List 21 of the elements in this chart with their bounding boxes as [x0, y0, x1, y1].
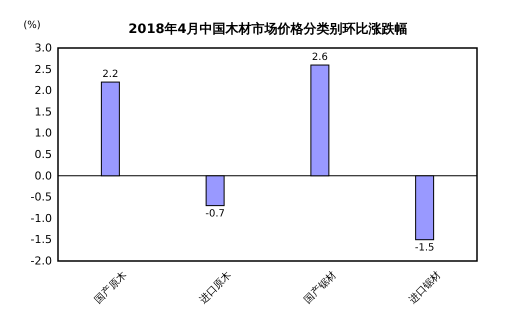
x-tick-label: 进口锯材	[406, 269, 444, 306]
y-tick-label: 2.5	[34, 62, 52, 76]
y-tick-label: -1.5	[30, 233, 52, 246]
y-tick-label: -2.0	[30, 254, 52, 268]
y-tick-label: -0.5	[30, 190, 52, 204]
y-tick-label: -1.0	[30, 212, 52, 225]
y-tick-label: 1.5	[34, 105, 52, 118]
x-tick-label: 国产锯材	[302, 269, 339, 306]
y-tick-label: 0.0	[34, 169, 52, 182]
data-label: 2.2	[102, 69, 118, 80]
y-tick-label: 1.0	[34, 126, 52, 140]
data-label: -1.5	[414, 242, 434, 254]
y-tick-label: 3.0	[34, 42, 52, 55]
y-tick-label: 2.0	[34, 84, 52, 98]
x-tick-label: 进口原木	[197, 269, 234, 306]
chart-title: 2018年4月中国木材市场价格分类别环比涨跌幅	[128, 21, 408, 37]
x-tick-label: 国产原木	[92, 269, 130, 306]
data-label: 2.6	[312, 52, 328, 64]
y-axis-title: (%)	[23, 20, 41, 31]
data-label: -0.7	[205, 208, 225, 220]
y-tick-label: 0.5	[34, 148, 52, 162]
